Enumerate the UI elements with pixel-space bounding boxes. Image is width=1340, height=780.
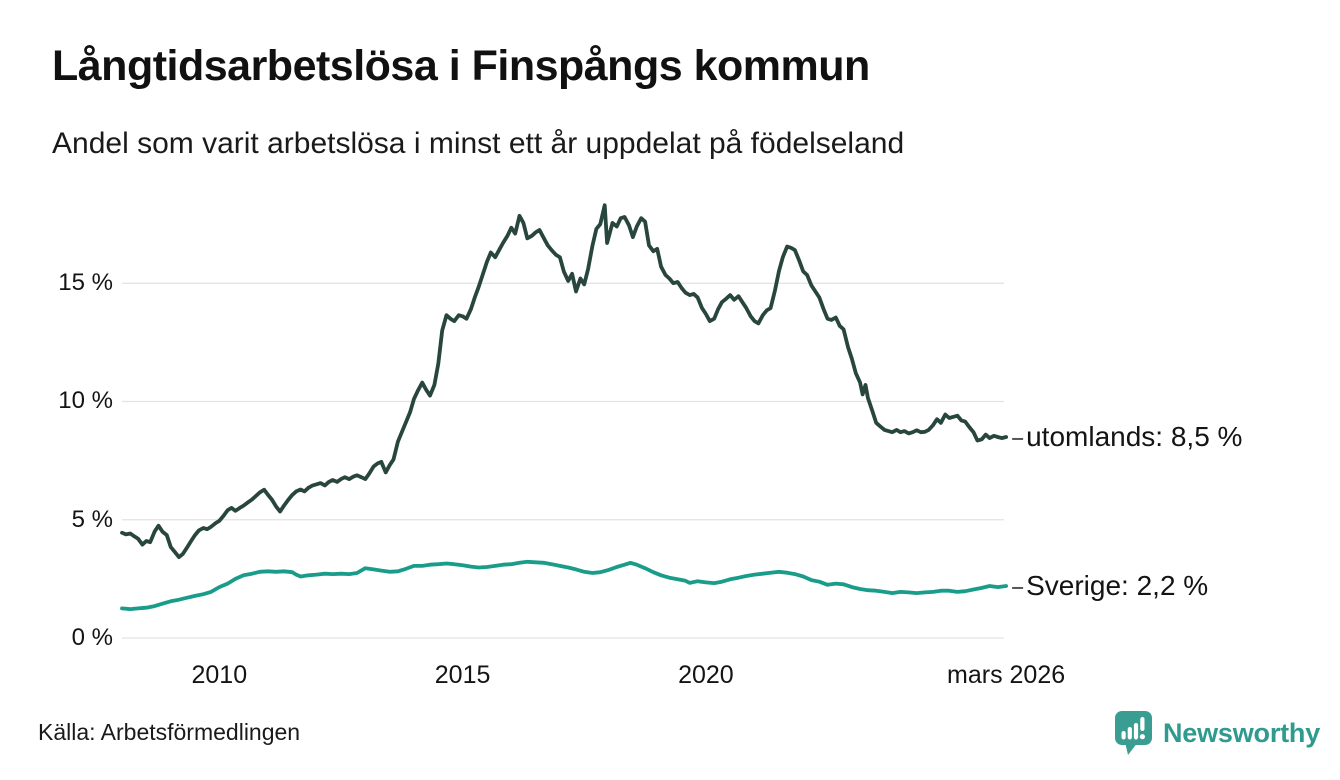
- series-end-label: utomlands: 8,5 %: [1026, 420, 1243, 452]
- newsworthy-logo: Newsworthy: [1114, 710, 1320, 756]
- label-connector-dashes: [1012, 437, 1024, 589]
- series-end-label: Sverige: 2,2 %: [1026, 569, 1209, 601]
- chart-subtitle: Andel som varit arbetslösa i minst ett å…: [52, 127, 905, 160]
- series-lines: [120, 203, 1008, 611]
- y-axis-tick-label: 5 %: [71, 505, 113, 533]
- newsworthy-logo-text: Newsworthy: [1163, 717, 1321, 748]
- x-axis-tick-label: 2010: [191, 661, 248, 689]
- x-axis-tick-label: mars 2026: [947, 661, 1066, 689]
- x-axis-tick-label: 2015: [434, 661, 491, 689]
- newsworthy-logo-icon: [1115, 711, 1152, 755]
- y-axis-tick-label: 0 %: [71, 624, 113, 651]
- y-axis-tick-label: 15 %: [58, 269, 113, 297]
- y-axis-tick-label: 10 %: [58, 387, 113, 415]
- gridlines: [122, 282, 1004, 639]
- x-axis-tick-label: 2020: [678, 661, 734, 689]
- source-note: Källa: Arbetsförmedlingen: [38, 719, 301, 745]
- page-title: Långtidsarbetslösa i Finspångs kommun: [52, 42, 870, 90]
